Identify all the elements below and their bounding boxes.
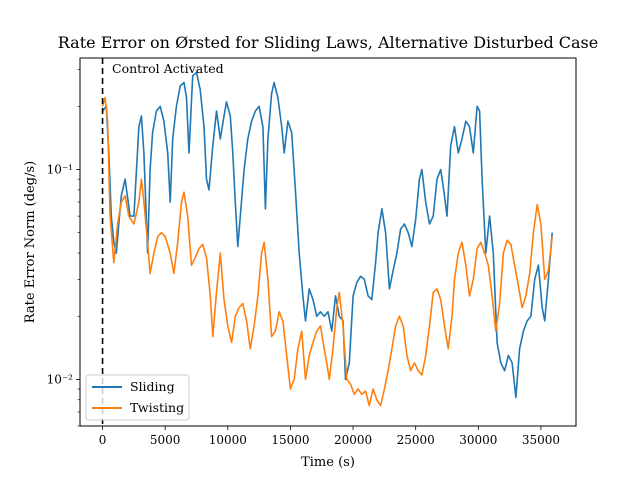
legend-label-sliding: Sliding (130, 379, 175, 394)
x-tick-label: 30000 (459, 433, 497, 447)
x-tick-label: 20000 (334, 433, 372, 447)
x-tick-label: 35000 (522, 433, 560, 447)
series-line-twisting (101, 96, 553, 407)
plot-frame (79, 57, 577, 427)
x-tick-label: 0 (99, 433, 107, 447)
chart-title: Rate Error on Ørsted for Sliding Laws, A… (58, 33, 598, 52)
series-line-sliding (101, 71, 553, 399)
y-axis-label: Rate Error Norm (deg/s) (23, 161, 38, 323)
y-tick-label: 10⁻² (47, 372, 74, 386)
x-tick-label: 10000 (209, 433, 247, 447)
y-axis-ticks: 10⁻² 10⁻¹ (47, 69, 80, 427)
plot-series (101, 71, 553, 407)
legend: Sliding Twisting (85, 374, 190, 421)
x-axis-label: Time (s) (301, 455, 355, 470)
x-tick-label: 15000 (271, 433, 309, 447)
y-tick-label: 10⁻¹ (47, 163, 73, 177)
legend-label-twisting: Twisting (130, 400, 184, 415)
control-activated-label: Control Activated (112, 61, 224, 76)
x-tick-label: 25000 (397, 433, 435, 447)
x-tick-label: 5000 (150, 433, 181, 447)
x-axis-ticks: 0 5000 10000 15000 20000 25000 30000 35000 (99, 426, 560, 447)
